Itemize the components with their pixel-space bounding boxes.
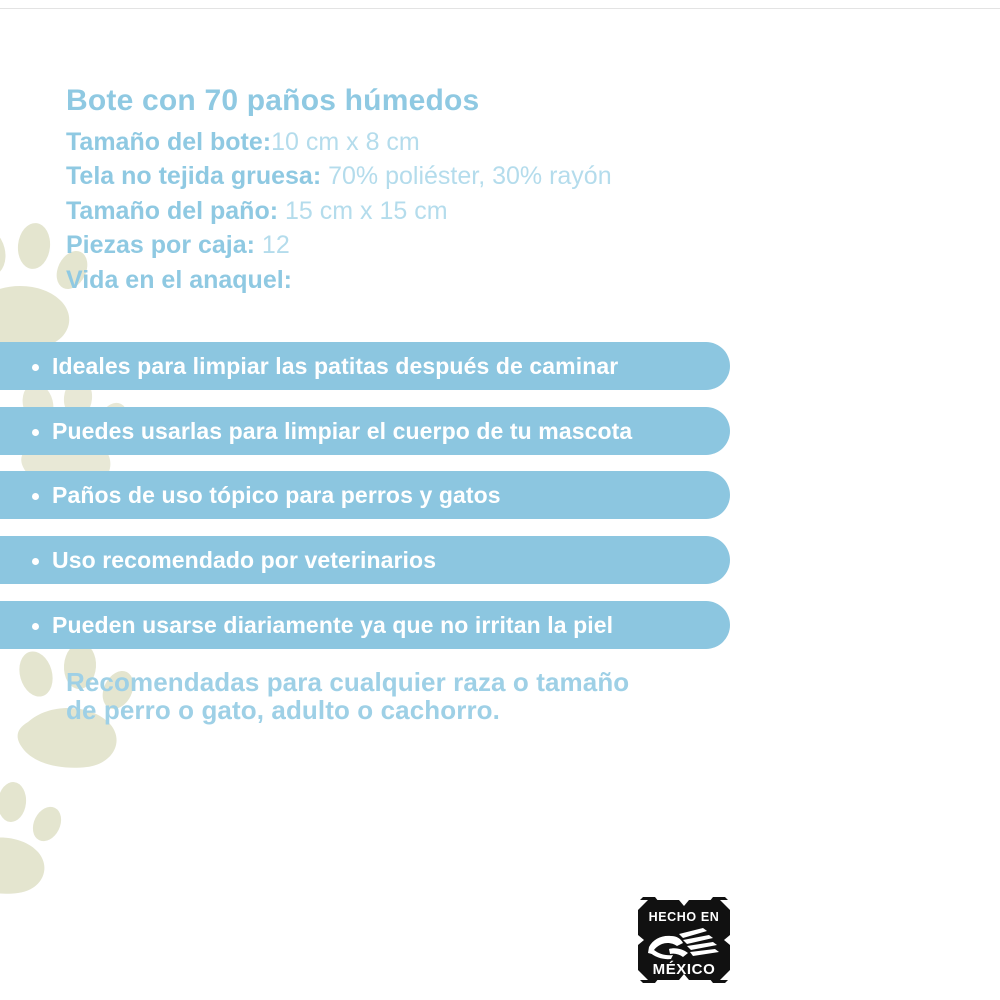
spec-row-wipe-size: Tamaño del paño: 15 cm x 15 cm [66, 194, 766, 229]
bullet-dot-icon [32, 363, 39, 371]
feature-pill-label: Uso recomendado por veterinarios [52, 546, 437, 573]
spec-value-fabric: 70% poliéster, 30% rayón [321, 162, 612, 190]
page-title: Bote con 70 paños húmedos [66, 84, 480, 117]
paw-print-watermark-bottom-left [0, 780, 68, 900]
bullet-dot-icon [32, 428, 39, 436]
feature-pill-5: Pueden usarse diariamente ya que no irri… [0, 601, 730, 649]
feature-pill-label: Ideales para limpiar las patitas después… [52, 352, 619, 379]
feature-pill-1: Ideales para limpiar las patitas después… [0, 342, 730, 390]
bullet-dot-icon [32, 557, 39, 565]
recommendation-note-line-2: de perro o gato, adulto o cachorro. [66, 695, 500, 726]
spec-row-bote-size: Tamaño del bote:10 cm x 8 cm [66, 125, 766, 160]
feature-pill-4: Uso recomendado por veterinarios [0, 536, 730, 584]
feature-pill-label: Pueden usarse diariamente ya que no irri… [52, 611, 614, 638]
bullet-dot-icon [32, 492, 39, 500]
badge-top-text: HECHO EN [649, 910, 720, 924]
feature-pill-3: Paños de uso tópico para perros y gatos [0, 471, 730, 519]
spec-label-wipe-size: Tamaño del paño: [66, 196, 279, 225]
spec-row-fabric: Tela no tejida gruesa: 70% poliéster, 30… [66, 159, 766, 194]
feature-pill-2: Puedes usarlas para limpiar el cuerpo de… [0, 407, 730, 455]
feature-pill-label: Paños de uso tópico para perros y gatos [52, 481, 501, 508]
spec-row-shelf-life: Vida en el anaquel: [66, 263, 766, 298]
recommendation-note: Recomendadas para cualquier raza o tamañ… [66, 668, 629, 724]
bullet-dot-icon [32, 622, 39, 630]
spec-value-bote-size: 10 cm x 8 cm [271, 127, 420, 156]
spec-label-shelf-life: Vida en el anaquel: [66, 265, 293, 294]
eagle-emblem-icon [648, 928, 719, 960]
spec-label-fabric: Tela no tejida gruesa: [66, 162, 322, 190]
badge-bottom-text: MÉXICO [653, 961, 716, 978]
spec-label-bote-size: Tamaño del bote: [66, 127, 272, 156]
spec-row-pieces-per-box: Piezas por caja: 12 [66, 228, 766, 263]
recommendation-note-line-1: Recomendadas para cualquier raza o tamañ… [66, 667, 630, 697]
hecho-en-mexico-badge: HECHO EN MÉXICO [633, 895, 735, 985]
spec-label-pieces-per-box: Piezas por caja: [66, 231, 255, 259]
spec-value-wipe-size: 15 cm x 15 cm [278, 196, 448, 225]
spec-value-pieces-per-box: 12 [254, 231, 290, 259]
feature-pill-label: Puedes usarlas para limpiar el cuerpo de… [52, 417, 633, 444]
top-divider [0, 8, 1000, 9]
product-spec-block: Bote con 70 paños húmedos Tamaño del bot… [66, 84, 766, 297]
